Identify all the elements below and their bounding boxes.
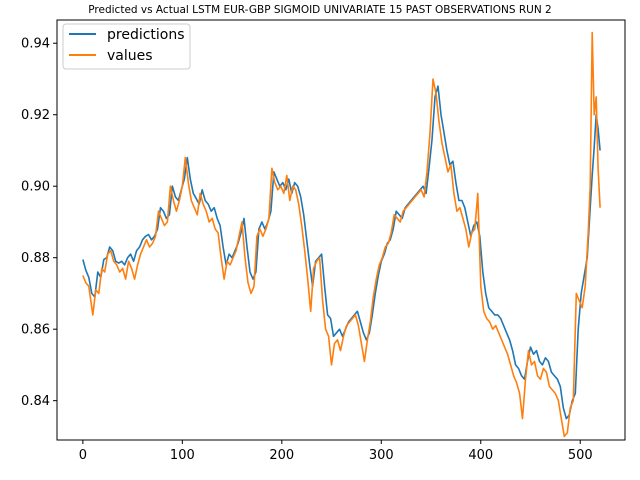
y-tick-label: 0.92 (21, 108, 50, 123)
legend-label-values: values (107, 48, 153, 64)
y-axis: 0.84 0.86 0.88 0.90 0.92 0.94 (21, 37, 57, 409)
x-tick-label: 300 (369, 448, 394, 463)
chart-title: Predicted vs Actual LSTM EUR-GBP SIGMOID… (88, 4, 551, 16)
x-tick-label: 100 (170, 448, 195, 463)
legend-label-predictions: predictions (107, 27, 185, 43)
y-tick-label: 0.86 (21, 323, 50, 338)
x-tick-label: 200 (269, 448, 294, 463)
plot-frame (56, 19, 626, 441)
x-tick-label: 500 (568, 448, 593, 463)
y-tick-label: 0.88 (21, 251, 50, 266)
legend-box (62, 23, 191, 70)
x-tick-label: 400 (468, 448, 493, 463)
x-axis: 0 100 200 300 400 500 (79, 440, 593, 463)
y-tick-label: 0.90 (21, 180, 50, 195)
y-tick-label: 0.94 (21, 37, 50, 52)
legend: predictions values (62, 23, 191, 70)
plot-lines (82, 31, 601, 438)
series-line-values (82, 31, 601, 438)
x-tick-label: 0 (79, 448, 87, 463)
series-line-predictions (82, 85, 601, 420)
y-tick-label: 0.84 (21, 394, 50, 409)
